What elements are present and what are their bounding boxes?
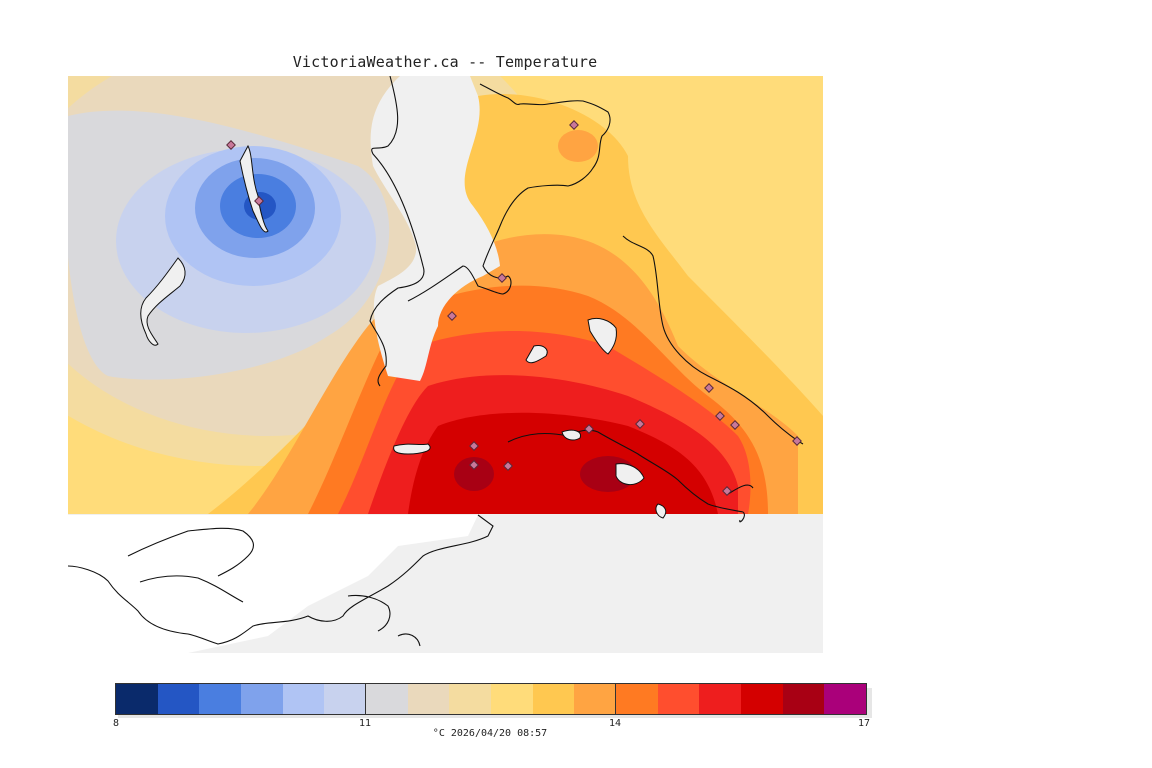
coastlines xyxy=(68,76,804,647)
colorbar-swatch xyxy=(699,684,742,714)
colorbar-swatch xyxy=(199,684,242,714)
saanich-inlet xyxy=(370,76,500,381)
station-marker[interactable] xyxy=(635,419,645,429)
colorbar-swatch xyxy=(532,684,575,714)
station-marker[interactable] xyxy=(584,424,594,434)
colorbar-swatch xyxy=(491,684,533,714)
colorbar-swatch xyxy=(157,684,200,714)
colorbar-swatch xyxy=(741,684,783,714)
station-marker[interactable] xyxy=(704,383,714,393)
station-marker[interactable] xyxy=(715,411,725,421)
station-marker[interactable] xyxy=(722,486,732,496)
colorbar-swatch xyxy=(366,684,408,714)
colorbar-swatch xyxy=(574,684,617,714)
station-marker[interactable] xyxy=(569,120,579,130)
station-marker[interactable] xyxy=(226,140,236,150)
weather-stations xyxy=(226,120,802,496)
colorbar-swatch xyxy=(782,684,825,714)
colorbar-swatch xyxy=(407,684,450,714)
colorbar-swatch xyxy=(324,684,367,714)
temperature-map xyxy=(68,76,823,653)
colorbar-label-max: 17 xyxy=(857,718,871,729)
colorbar-swatch xyxy=(282,684,325,714)
station-marker[interactable] xyxy=(792,436,802,446)
station-marker[interactable] xyxy=(469,441,479,451)
colorbar-swatch xyxy=(616,684,658,714)
station-marker[interactable] xyxy=(447,311,457,321)
station-marker[interactable] xyxy=(497,273,507,283)
islands xyxy=(140,144,667,519)
colorbar-swatch xyxy=(657,684,700,714)
map-title: VictoriaWeather.ca -- Temperature xyxy=(292,53,598,71)
colorbar-label-min: 8 xyxy=(112,718,120,729)
units-and-timestamp: °C 2026/04/20 08:57 xyxy=(432,728,548,739)
station-marker[interactable] xyxy=(730,420,740,430)
colorbar-swatch xyxy=(241,684,283,714)
temperature-colorbar xyxy=(115,683,867,715)
colorbar-swatch xyxy=(449,684,492,714)
colorbar-tick-14 xyxy=(615,683,616,714)
no-data-region xyxy=(68,515,478,653)
colorbar-label-14: 14 xyxy=(608,718,622,729)
colorbar-swatch xyxy=(116,684,158,714)
colorbar-tick-11 xyxy=(365,683,366,714)
station-marker[interactable] xyxy=(503,461,513,471)
station-marker[interactable] xyxy=(469,460,479,470)
colorbar-label-11: 11 xyxy=(358,718,372,729)
colorbar-swatch xyxy=(824,684,867,714)
station-marker[interactable] xyxy=(254,196,264,206)
